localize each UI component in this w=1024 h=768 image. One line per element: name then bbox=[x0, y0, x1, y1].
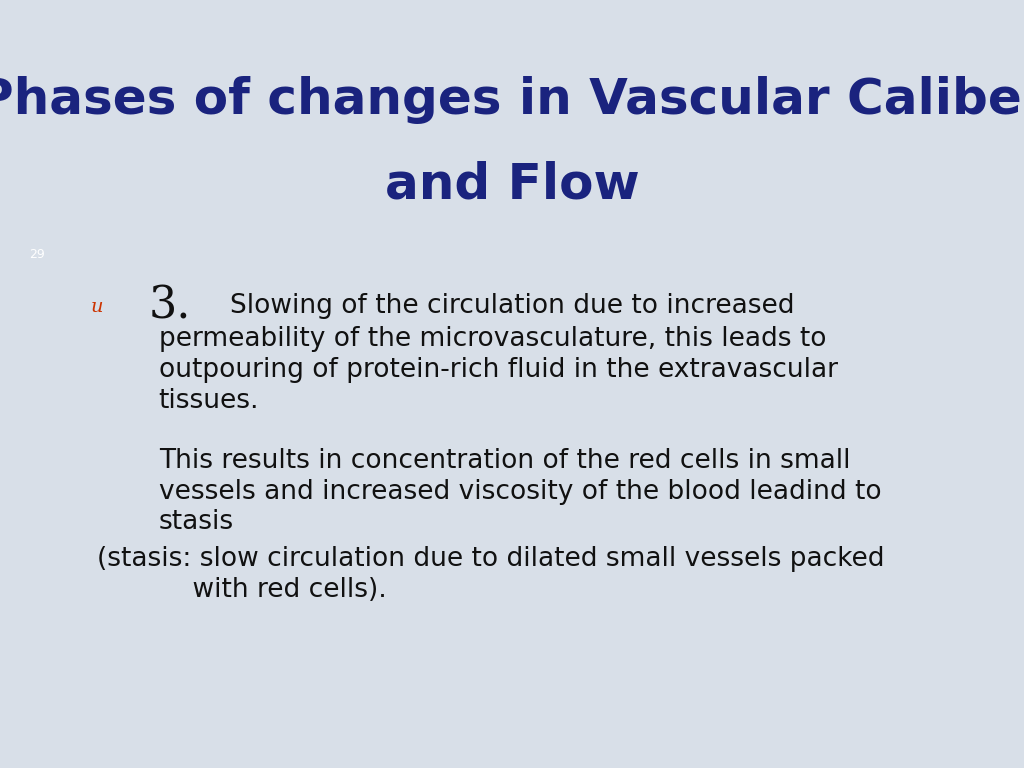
Text: (stasis: slow circulation due to dilated small vessels packed: (stasis: slow circulation due to dilated… bbox=[97, 546, 885, 572]
Text: This results in concentration of the red cells in small: This results in concentration of the red… bbox=[159, 448, 850, 474]
Text: tissues.: tissues. bbox=[159, 388, 259, 414]
Text: vessels and increased viscosity of the blood leadind to: vessels and increased viscosity of the b… bbox=[159, 478, 882, 505]
Text: 29: 29 bbox=[29, 248, 45, 260]
Text: Phases of changes in Vascular Caliber: Phases of changes in Vascular Caliber bbox=[0, 76, 1024, 124]
Text: and Flow: and Flow bbox=[385, 161, 639, 208]
Text: with red cells).: with red cells). bbox=[159, 577, 386, 603]
Text: outpouring of protein-rich fluid in the extravascular: outpouring of protein-rich fluid in the … bbox=[159, 357, 838, 383]
Text: permeability of the microvasculature, this leads to: permeability of the microvasculature, th… bbox=[159, 326, 826, 353]
Text: 3.: 3. bbox=[148, 284, 190, 327]
Text: stasis: stasis bbox=[159, 509, 233, 535]
Text: Slowing of the circulation due to increased: Slowing of the circulation due to increa… bbox=[230, 293, 795, 319]
Text: u: u bbox=[91, 298, 103, 316]
